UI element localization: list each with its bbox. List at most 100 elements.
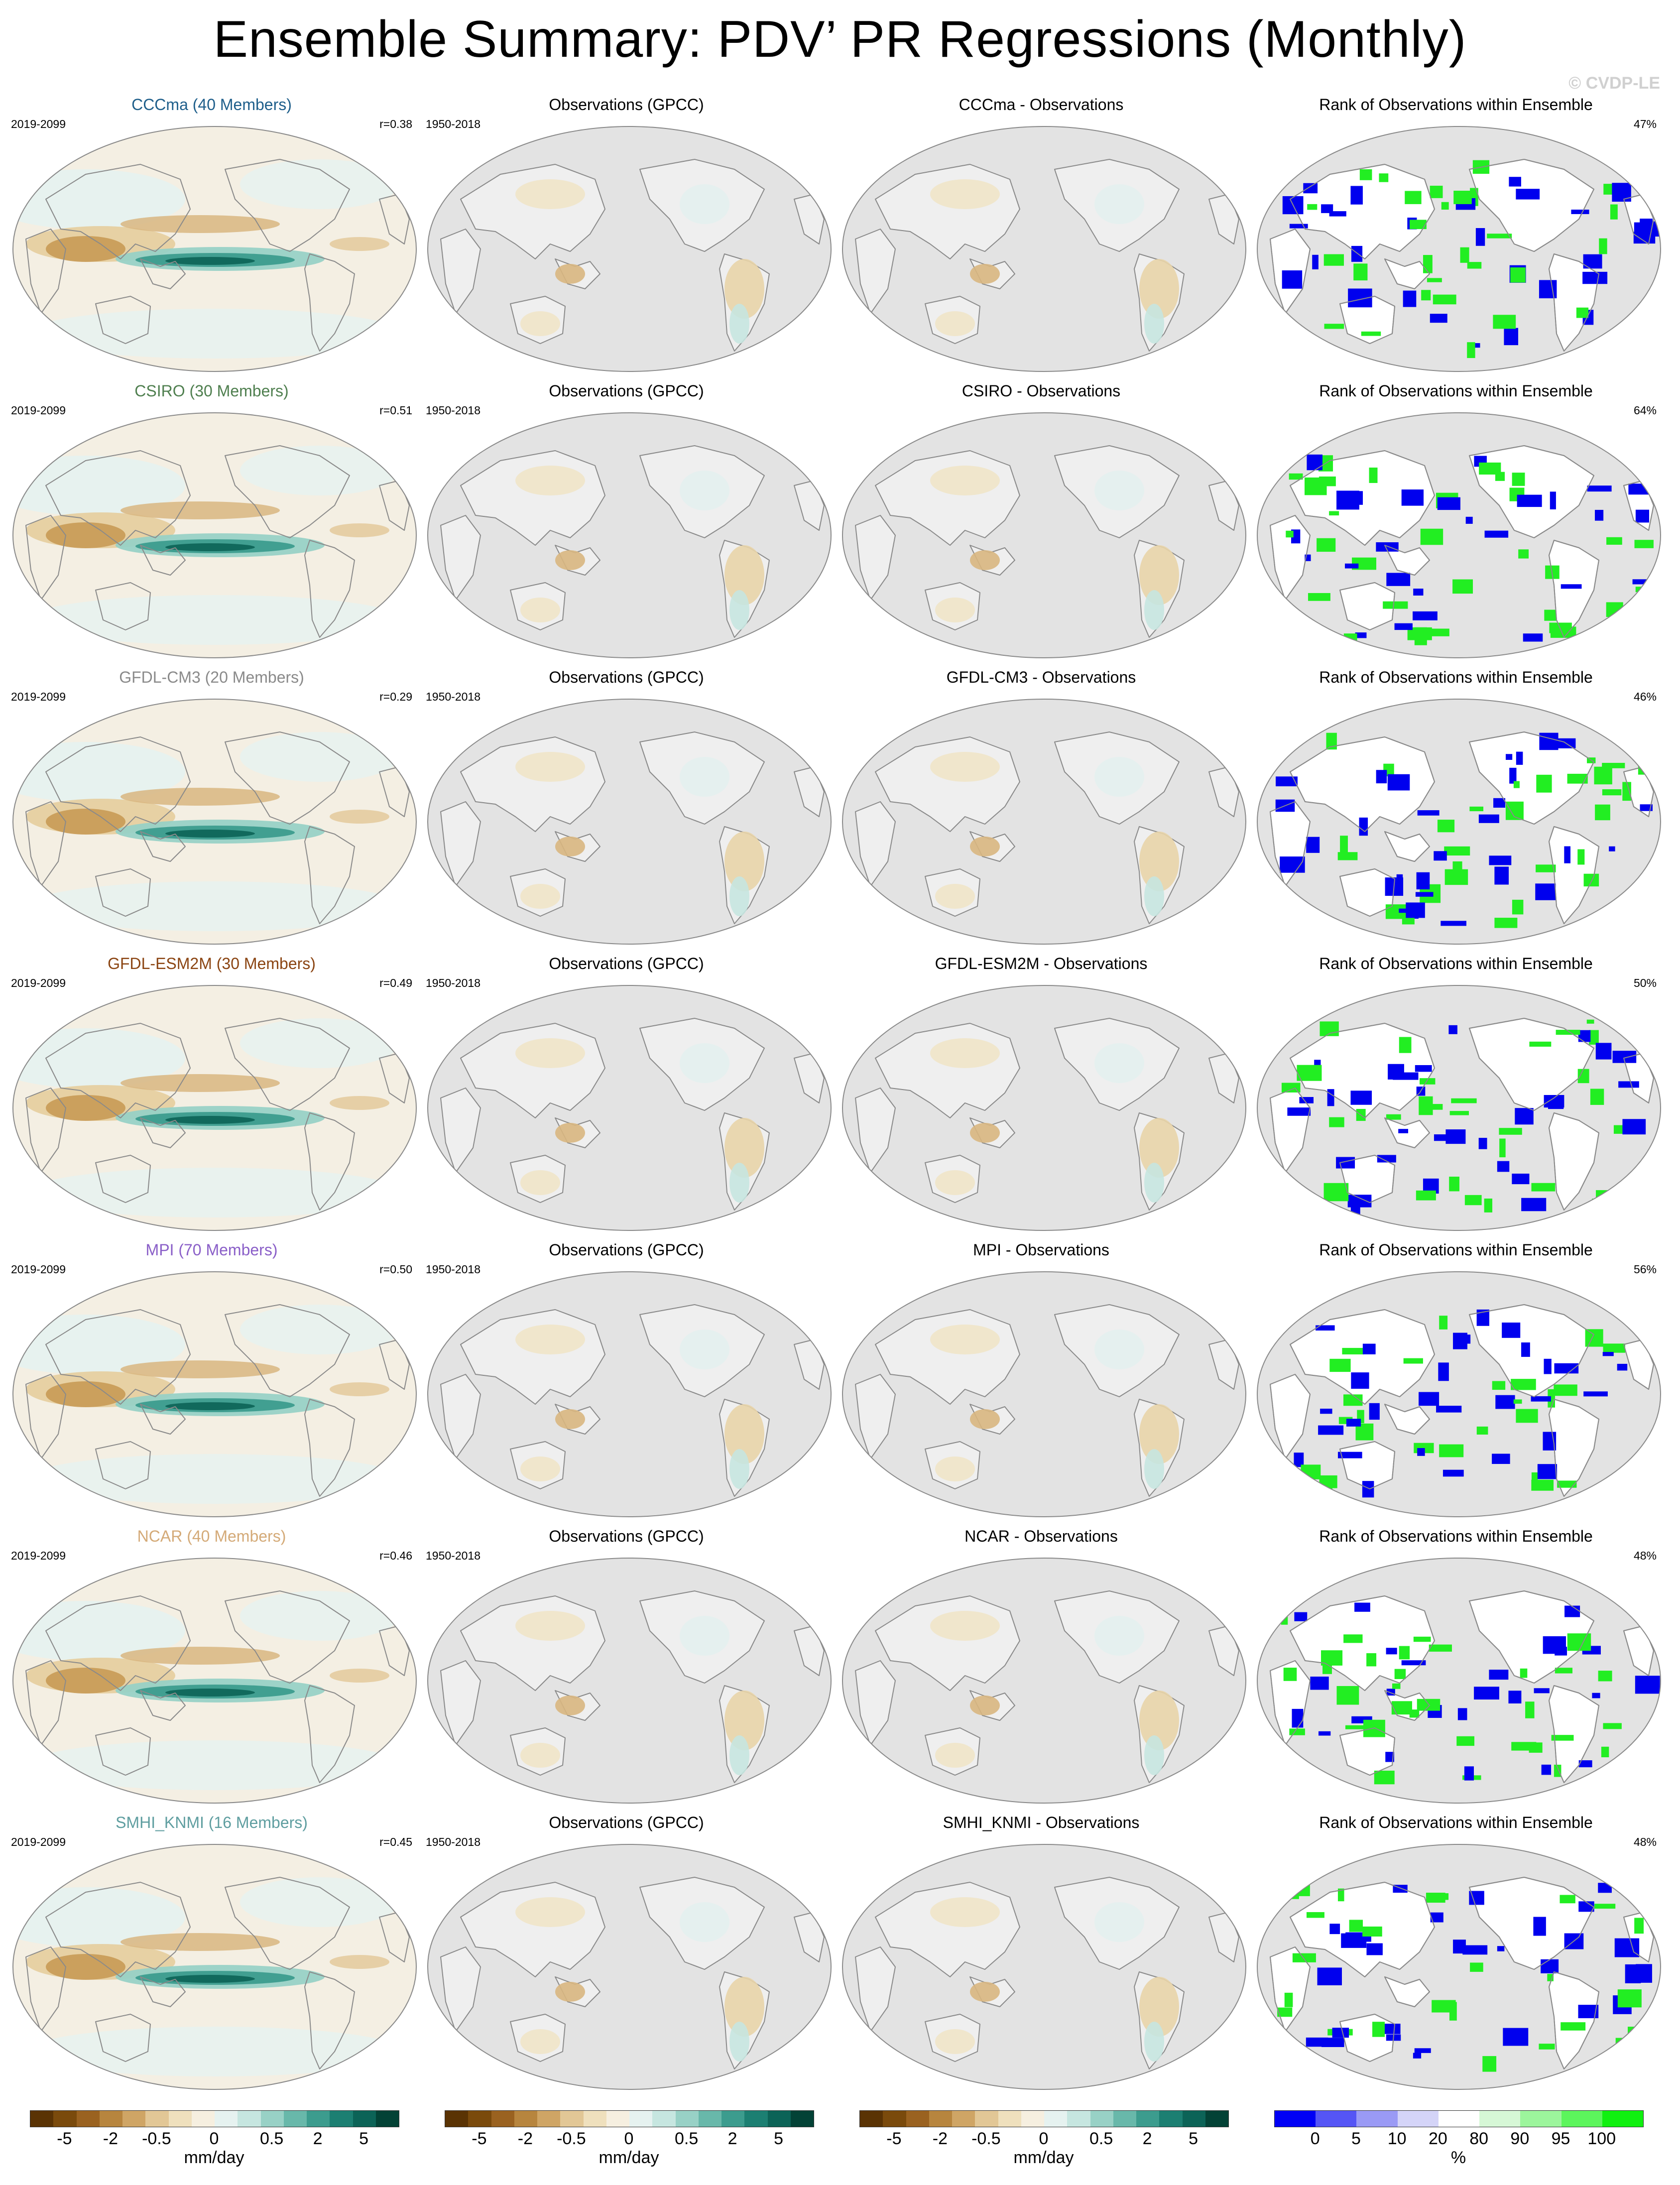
colorbar-swatch (721, 2111, 745, 2127)
colorbar-tick-label: -5 (57, 2129, 72, 2148)
colorbar-tick-label: 0 (1310, 2129, 1320, 2148)
model-title: SMHI_KNMI (16 Members) (116, 1814, 308, 1831)
colorbar-swatch (307, 2111, 330, 2127)
diff-panel: GFDL-CM3 - Observations (835, 668, 1248, 947)
colorbar-swatch (491, 2111, 514, 2127)
rank-map (1255, 1270, 1663, 1519)
colorbar-swatch (1205, 2111, 1228, 2127)
diff-title: MPI - Observations (973, 1241, 1109, 1259)
colorbar: -5 -2 -0.5 0 0.5 2 5 mm/day (30, 2110, 399, 2185)
model-title: MPI (70 Members) (145, 1241, 278, 1259)
colorbar-tick-label: -5 (472, 2129, 487, 2148)
watermark: © CVDP-LE (1568, 74, 1660, 93)
rank-panel: Rank of Observations within Ensemble 46% (1249, 668, 1663, 947)
model-map (11, 1842, 418, 2091)
model-map (11, 1270, 418, 1519)
colorbar-tick-label: 10 (1387, 2129, 1407, 2148)
obs-panel: Observations (GPCC) 1950-2018 (420, 955, 833, 1233)
diff-map (840, 1270, 1248, 1519)
colorbar-unit: mm/day (1013, 2148, 1074, 2167)
model-title: CCCma (40 Members) (131, 96, 292, 114)
colorbar-tick-label: 0 (624, 2129, 634, 2148)
pattern-correlation: r=0.50 (379, 1263, 412, 1276)
rank-map (1255, 124, 1663, 373)
diff-title: GFDL-ESM2M - Observations (935, 955, 1148, 972)
rank-map (1255, 411, 1663, 660)
colorbar-swatch (330, 2111, 353, 2127)
model-title: CSIRO (30 Members) (134, 382, 289, 400)
model-panel: SMHI_KNMI (16 Members) 2019-2099 r=0.45 (5, 1814, 418, 2092)
diff-panel: CSIRO - Observations (835, 382, 1248, 661)
obs-panel: Observations (GPCC) 1950-2018 (420, 668, 833, 947)
colorbar-swatch (215, 2111, 238, 2127)
model-map (11, 1556, 418, 1805)
colorbar-tick-label: -0.5 (557, 2129, 586, 2148)
model-title: NCAR (40 Members) (137, 1527, 286, 1545)
colorbar-swatch (698, 2111, 721, 2127)
obs-map (426, 697, 833, 946)
colorbar-tick-label: 100 (1587, 2129, 1616, 2148)
obs-panel: Observations (GPCC) 1950-2018 (420, 1814, 833, 2092)
colorbar-swatch (76, 2111, 100, 2127)
obs-map (426, 411, 833, 660)
diff-title: NCAR - Observations (964, 1527, 1118, 1545)
rank-percent: 46% (1633, 690, 1657, 703)
rank-title: Rank of Observations within Ensemble (1319, 1241, 1593, 1259)
rank-title: Rank of Observations within Ensemble (1319, 382, 1593, 400)
colorbar-tick-label: 5 (359, 2129, 369, 2148)
colorbar-unit: mm/day (184, 2148, 244, 2167)
colorbar-tick-label: -0.5 (971, 2129, 1001, 2148)
diff-map (840, 1842, 1248, 2091)
colorbar-swatches (445, 2110, 814, 2127)
colorbar-swatch (537, 2111, 561, 2127)
colorbar-swatch (860, 2111, 883, 2127)
colorbar-swatch (168, 2111, 192, 2127)
obs-title: Observations (GPCC) (549, 668, 704, 686)
colorbar-swatch (1356, 2111, 1398, 2127)
colorbar-swatch (1438, 2111, 1480, 2127)
period-label: 2019-2099 (11, 118, 66, 130)
colorbar-swatch (1561, 2111, 1602, 2127)
colorbar-swatches (859, 2110, 1229, 2127)
colorbar-swatch (767, 2111, 791, 2127)
pattern-correlation: r=0.45 (379, 1835, 412, 1848)
colorbar-tick-label: -2 (103, 2129, 118, 2148)
colorbar-swatch (675, 2111, 699, 2127)
model-panel: CSIRO (30 Members) 2019-2099 r=0.51 (5, 382, 418, 661)
diff-panel: MPI - Observations (835, 1241, 1248, 1520)
colorbar-swatch (445, 2111, 469, 2127)
rank-panel: Rank of Observations within Ensemble 48% (1249, 1527, 1663, 1806)
obs-map (426, 1556, 833, 1805)
diff-map (840, 697, 1248, 946)
colorbar-swatch (560, 2111, 584, 2127)
page-title: Ensemble Summary: PDV’ PR Regressions (M… (213, 10, 1467, 68)
colorbar-swatch (1021, 2111, 1044, 2127)
colorbar-swatch (1602, 2111, 1643, 2127)
colorbar-tick-label: 5 (774, 2129, 784, 2148)
colorbar-swatch (744, 2111, 768, 2127)
diff-panel: CCCma - Observations (835, 96, 1248, 374)
period-label: 2019-2099 (11, 1263, 66, 1276)
diff-panel: GFDL-ESM2M - Observations (835, 955, 1248, 1233)
colorbar-swatch (606, 2111, 629, 2127)
model-map (11, 983, 418, 1232)
colorbar-swatches (30, 2110, 399, 2127)
rank-map (1255, 1556, 1663, 1805)
colorbar-swatch (790, 2111, 814, 2127)
obs-title: Observations (GPCC) (549, 1241, 704, 1259)
rank-panel: Rank of Observations within Ensemble 64% (1249, 382, 1663, 661)
colorbar-tick-label: 90 (1510, 2129, 1530, 2148)
model-panel: CCCma (40 Members) 2019-2099 r=0.38 (5, 96, 418, 374)
colorbar-tick-label: 0.5 (674, 2129, 699, 2148)
model-panel: MPI (70 Members) 2019-2099 r=0.50 (5, 1241, 418, 1520)
obs-period-label: 1950-2018 (426, 118, 480, 130)
colorbar-tick-label: -5 (886, 2129, 902, 2148)
period-label: 2019-2099 (11, 976, 66, 989)
model-panel: GFDL-CM3 (20 Members) 2019-2099 r=0.29 (5, 668, 418, 947)
colorbar-swatch (1275, 2111, 1316, 2127)
colorbar-swatch (975, 2111, 998, 2127)
pattern-correlation: r=0.49 (379, 976, 412, 989)
colorbar-swatch (1182, 2111, 1205, 2127)
rank-map (1255, 983, 1663, 1232)
colorbar-swatch (883, 2111, 906, 2127)
